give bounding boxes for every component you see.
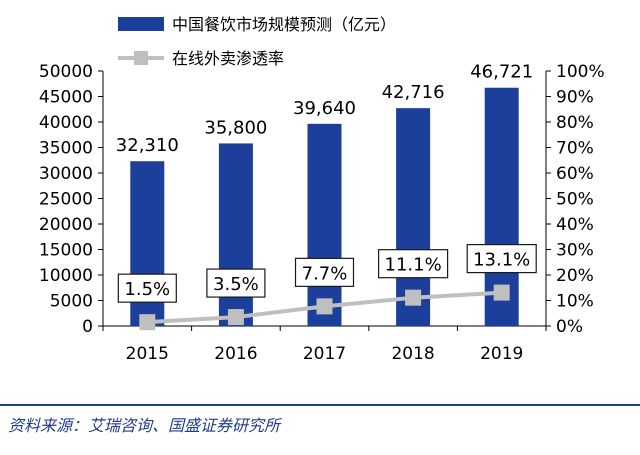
bar-value-label: 35,800 — [204, 117, 267, 138]
line-label-box — [294, 257, 355, 287]
bar — [218, 143, 253, 326]
line-value-label: 13.1% — [473, 250, 530, 271]
y-right-tick-label: 50% — [556, 190, 594, 210]
legend-marker-line — [134, 51, 148, 65]
footer-divider — [0, 404, 640, 406]
y-left-tick-label: 25000 — [39, 190, 93, 210]
x-tick-label: 2018 — [391, 344, 434, 364]
line-label-box — [466, 243, 537, 274]
y-left-tick-label: 5000 — [50, 292, 93, 312]
y-left-tick-label: 10000 — [39, 266, 93, 286]
y-right-tick-label: 30% — [556, 241, 594, 261]
legend-label-bar: 中国餐饮市场规模预测（亿元） — [172, 15, 396, 34]
line-label-box — [117, 273, 177, 303]
y-left-tick-label: 35000 — [39, 139, 93, 159]
line-value-label: 11.1% — [385, 255, 442, 276]
line-value-label: 7.7% — [302, 263, 348, 284]
legend-swatch-bar — [118, 17, 164, 31]
y-left-tick-label: 20000 — [39, 215, 93, 235]
line-value-label: 3.5% — [213, 274, 259, 295]
bar — [396, 108, 431, 326]
y-left-tick-label: 0 — [82, 317, 93, 337]
bar-value-label: 39,640 — [293, 98, 356, 119]
y-right-tick-label: 60% — [556, 164, 594, 184]
legend-label-line: 在线外卖渗透率 — [172, 49, 284, 68]
y-left-tick-label: 40000 — [39, 113, 93, 133]
line-value-label: 1.5% — [124, 279, 170, 300]
source-note: 资料来源：艾瑞咨询、国盛证券研究所 — [8, 416, 281, 435]
line-label-box — [378, 249, 449, 279]
line-marker — [139, 314, 156, 331]
y-left-tick-label: 45000 — [39, 88, 93, 108]
y-right-tick-label: 20% — [556, 266, 594, 286]
y-right-tick-label: 70% — [556, 139, 594, 159]
y-right-tick-label: 100% — [556, 62, 605, 82]
line-marker — [316, 298, 333, 315]
bar-value-label: 42,716 — [382, 82, 445, 103]
line-label-box — [206, 268, 266, 298]
y-right-tick-label: 90% — [556, 88, 594, 108]
chart-svg: 0 5000 10000 15000 20000 25000 30000 35000 40000… — [39, 15, 605, 364]
x-tick-label: 2017 — [303, 344, 346, 364]
line-marker — [493, 284, 510, 301]
y-left-tick-label: 15000 — [39, 241, 93, 261]
y-left-tick-label: 50000 — [39, 62, 93, 82]
line-marker — [227, 309, 244, 326]
y-right-tick-label: 40% — [556, 215, 594, 235]
y-right-tick-label: 0% — [556, 317, 583, 337]
y-right-tick-label: 10% — [556, 292, 594, 312]
x-tick-label: 2019 — [480, 344, 523, 364]
bar-value-label: 32,310 — [116, 135, 179, 156]
x-tick-label: 2015 — [126, 344, 169, 364]
y-left-tick-label: 30000 — [39, 164, 93, 184]
x-tick-label: 2016 — [214, 344, 257, 364]
bar-value-label: 46,721 — [470, 62, 533, 83]
bar — [307, 123, 342, 326]
y-right-tick-label: 80% — [556, 113, 594, 133]
line-marker — [405, 289, 422, 306]
